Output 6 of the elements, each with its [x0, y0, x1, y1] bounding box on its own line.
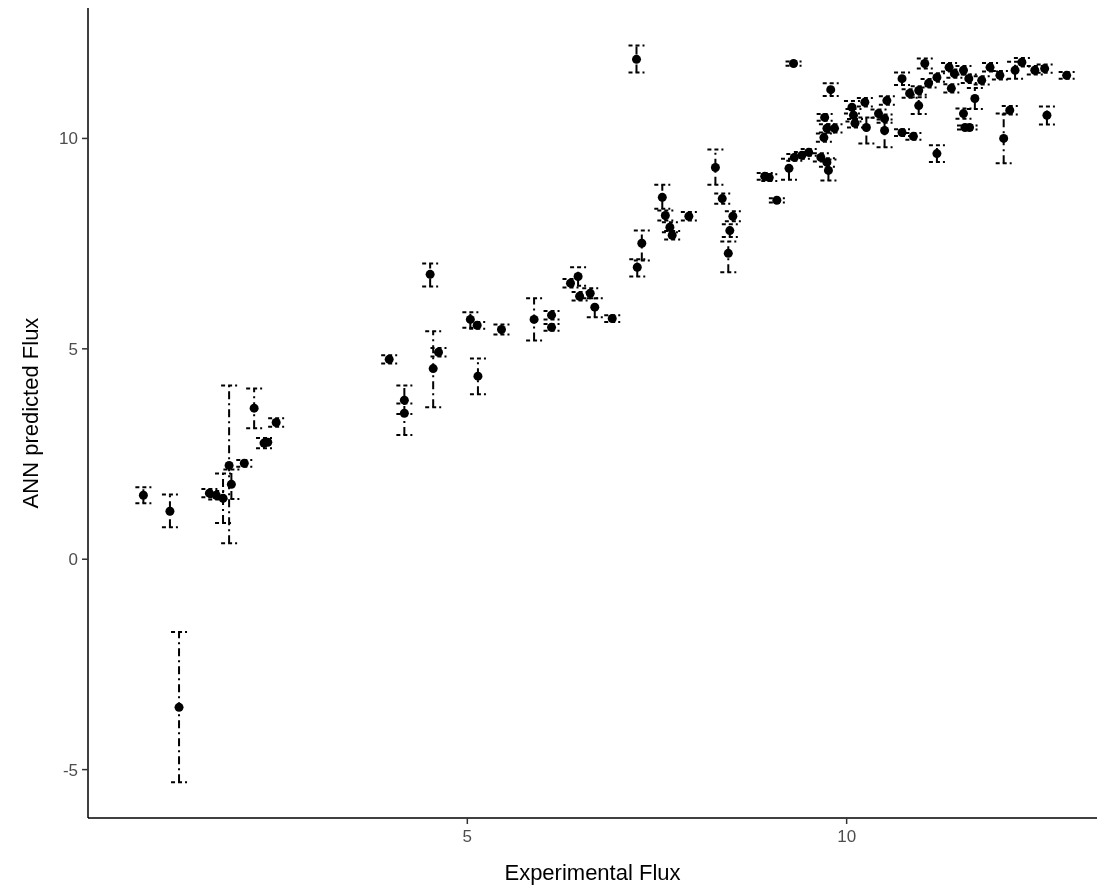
- y-tick-label: 0: [68, 550, 78, 570]
- y-tick-label: -5: [62, 760, 78, 780]
- y-axis-title: ANN predicted Flux: [18, 317, 43, 509]
- x-axis-title: Experimental Flux: [504, 860, 681, 885]
- y-tick-label: 5: [68, 339, 78, 359]
- y-tick-label: 10: [59, 129, 78, 149]
